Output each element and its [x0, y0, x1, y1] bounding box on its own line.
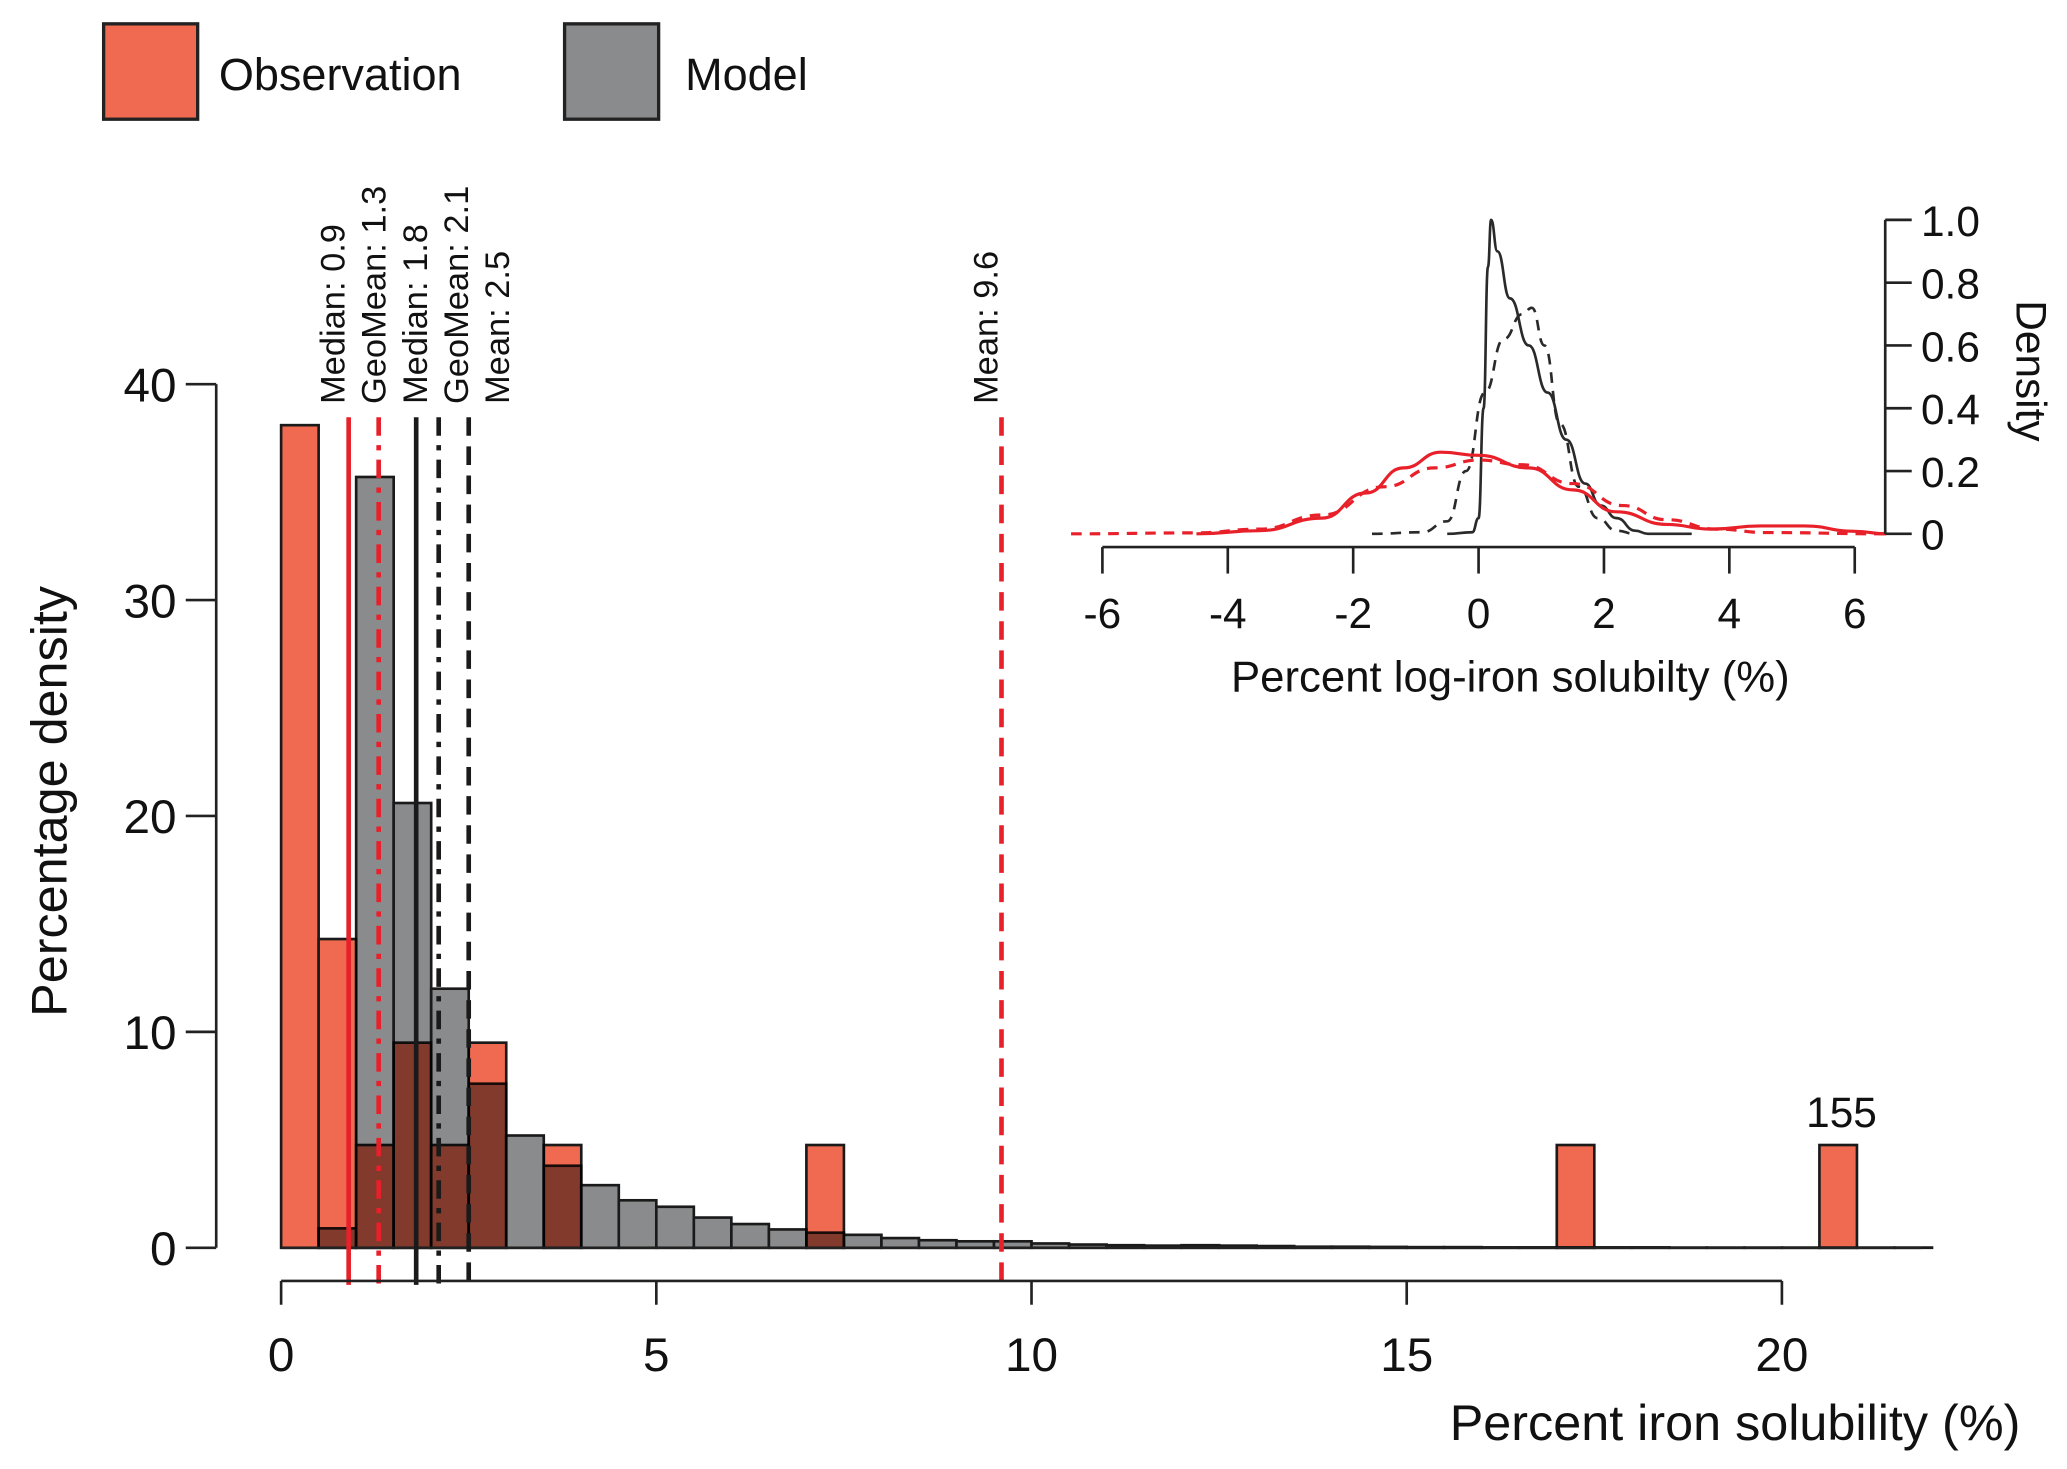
- observation-bar: [354, 1143, 396, 1250]
- model-bars: [317, 475, 1934, 1250]
- observation-bar: [805, 1143, 846, 1250]
- model-bar: [354, 475, 396, 1250]
- model-bar: [880, 1236, 921, 1250]
- inset-curves: [1071, 218, 1887, 536]
- observation-bar: [542, 1143, 583, 1250]
- inset-y-tick-label: 0.4: [1921, 386, 1980, 433]
- x-tick-label: 10: [1005, 1329, 1058, 1382]
- x-tick-label: 20: [1755, 1329, 1808, 1382]
- x-tick-label: 5: [643, 1329, 670, 1382]
- inset-x-tick-label: -6: [1084, 590, 1122, 637]
- inset-y-axis-label: Density: [2007, 300, 2054, 442]
- y-tick-label: 40: [123, 359, 176, 412]
- reference-lines: Median: 0.9 GeoMean: 1.3 Median: 1.8 GeoMea…: [315, 186, 1006, 1285]
- observation-bar: [1818, 1143, 1859, 1250]
- observation-bar: [279, 423, 320, 1250]
- x-tick-label: 0: [268, 1329, 295, 1382]
- y-tick-label: 30: [123, 575, 176, 628]
- model-bar: [654, 1205, 696, 1250]
- inset-y-tick-label: 1.0: [1921, 198, 1980, 245]
- model-bar: [767, 1228, 808, 1250]
- model-bar: [579, 1183, 621, 1250]
- density-curve: [1447, 218, 1692, 536]
- x-tick-label: 15: [1380, 1329, 1433, 1382]
- model-bar: [504, 1134, 546, 1250]
- reference-line-label: Median: 0.9: [315, 224, 353, 404]
- observation-bar: [1555, 1143, 1596, 1250]
- inset-x-tick-label: -4: [1209, 590, 1247, 637]
- y-tick-label: 10: [123, 1007, 176, 1060]
- inset-y-tick-label: 0.6: [1921, 323, 1980, 370]
- inset-x-tick-label: 6: [1843, 590, 1867, 637]
- density-curve: [1196, 450, 1887, 536]
- observation-bar: [392, 1041, 433, 1250]
- density-curve: [1071, 458, 1887, 536]
- inset-x-tick-label: -2: [1334, 590, 1372, 637]
- main-histogram: Median: 0.9 GeoMean: 1.3 Median: 1.8 GeoMea…: [21, 186, 2021, 1451]
- inset-y-tick-label: 0.8: [1921, 261, 1980, 308]
- observation-bars: [279, 423, 1859, 1250]
- y-tick-label: 0: [150, 1223, 177, 1276]
- inset-x-tick-label: 2: [1592, 590, 1616, 637]
- inset-x-tick-label: 4: [1718, 590, 1742, 637]
- inset-x-axis-label: Percent log-iron solubilty (%): [1231, 652, 1790, 701]
- y-tick-label: 20: [123, 791, 176, 844]
- legend-label-model: Model: [685, 49, 808, 100]
- legend-label-observation: Observation: [219, 49, 462, 100]
- inset-x-tick-label: 0: [1467, 590, 1491, 637]
- inset-axes: -6 -4 -2 0 2 4 6 0 0.2 0.4 0.6 0.8 1.0: [1084, 198, 1980, 637]
- reference-line-label: Mean: 2.5: [479, 251, 517, 404]
- model-bar: [842, 1233, 883, 1250]
- inset-y-tick-label: 0: [1921, 512, 1945, 559]
- model-bar: [617, 1198, 658, 1250]
- x-axis-label: Percent iron solubility (%): [1450, 1394, 2021, 1451]
- inset-density-plot: -6 -4 -2 0 2 4 6 0 0.2 0.4 0.6 0.8 1.0 Percent log-i…: [1071, 198, 2054, 701]
- reference-line-label: Median: 1.8: [397, 224, 435, 404]
- reference-line-label: GeoMean: 2.1: [438, 186, 476, 404]
- observation-bar: [467, 1041, 508, 1250]
- density-curve: [1371, 306, 1636, 536]
- legend-swatch-observation: [101, 22, 200, 121]
- reference-line-label: GeoMean: 1.3: [356, 186, 394, 404]
- model-bar: [730, 1222, 771, 1250]
- legend-swatch-model: [562, 22, 661, 121]
- y-axis-label: Percentage density: [21, 585, 78, 1017]
- annotation-155: 155: [1806, 1089, 1877, 1136]
- inset-y-tick-label: 0.2: [1921, 449, 1980, 496]
- reference-line-label: Mean: 9.6: [968, 251, 1006, 404]
- legend: Observation Model: [101, 22, 808, 121]
- model-bar: [692, 1216, 733, 1250]
